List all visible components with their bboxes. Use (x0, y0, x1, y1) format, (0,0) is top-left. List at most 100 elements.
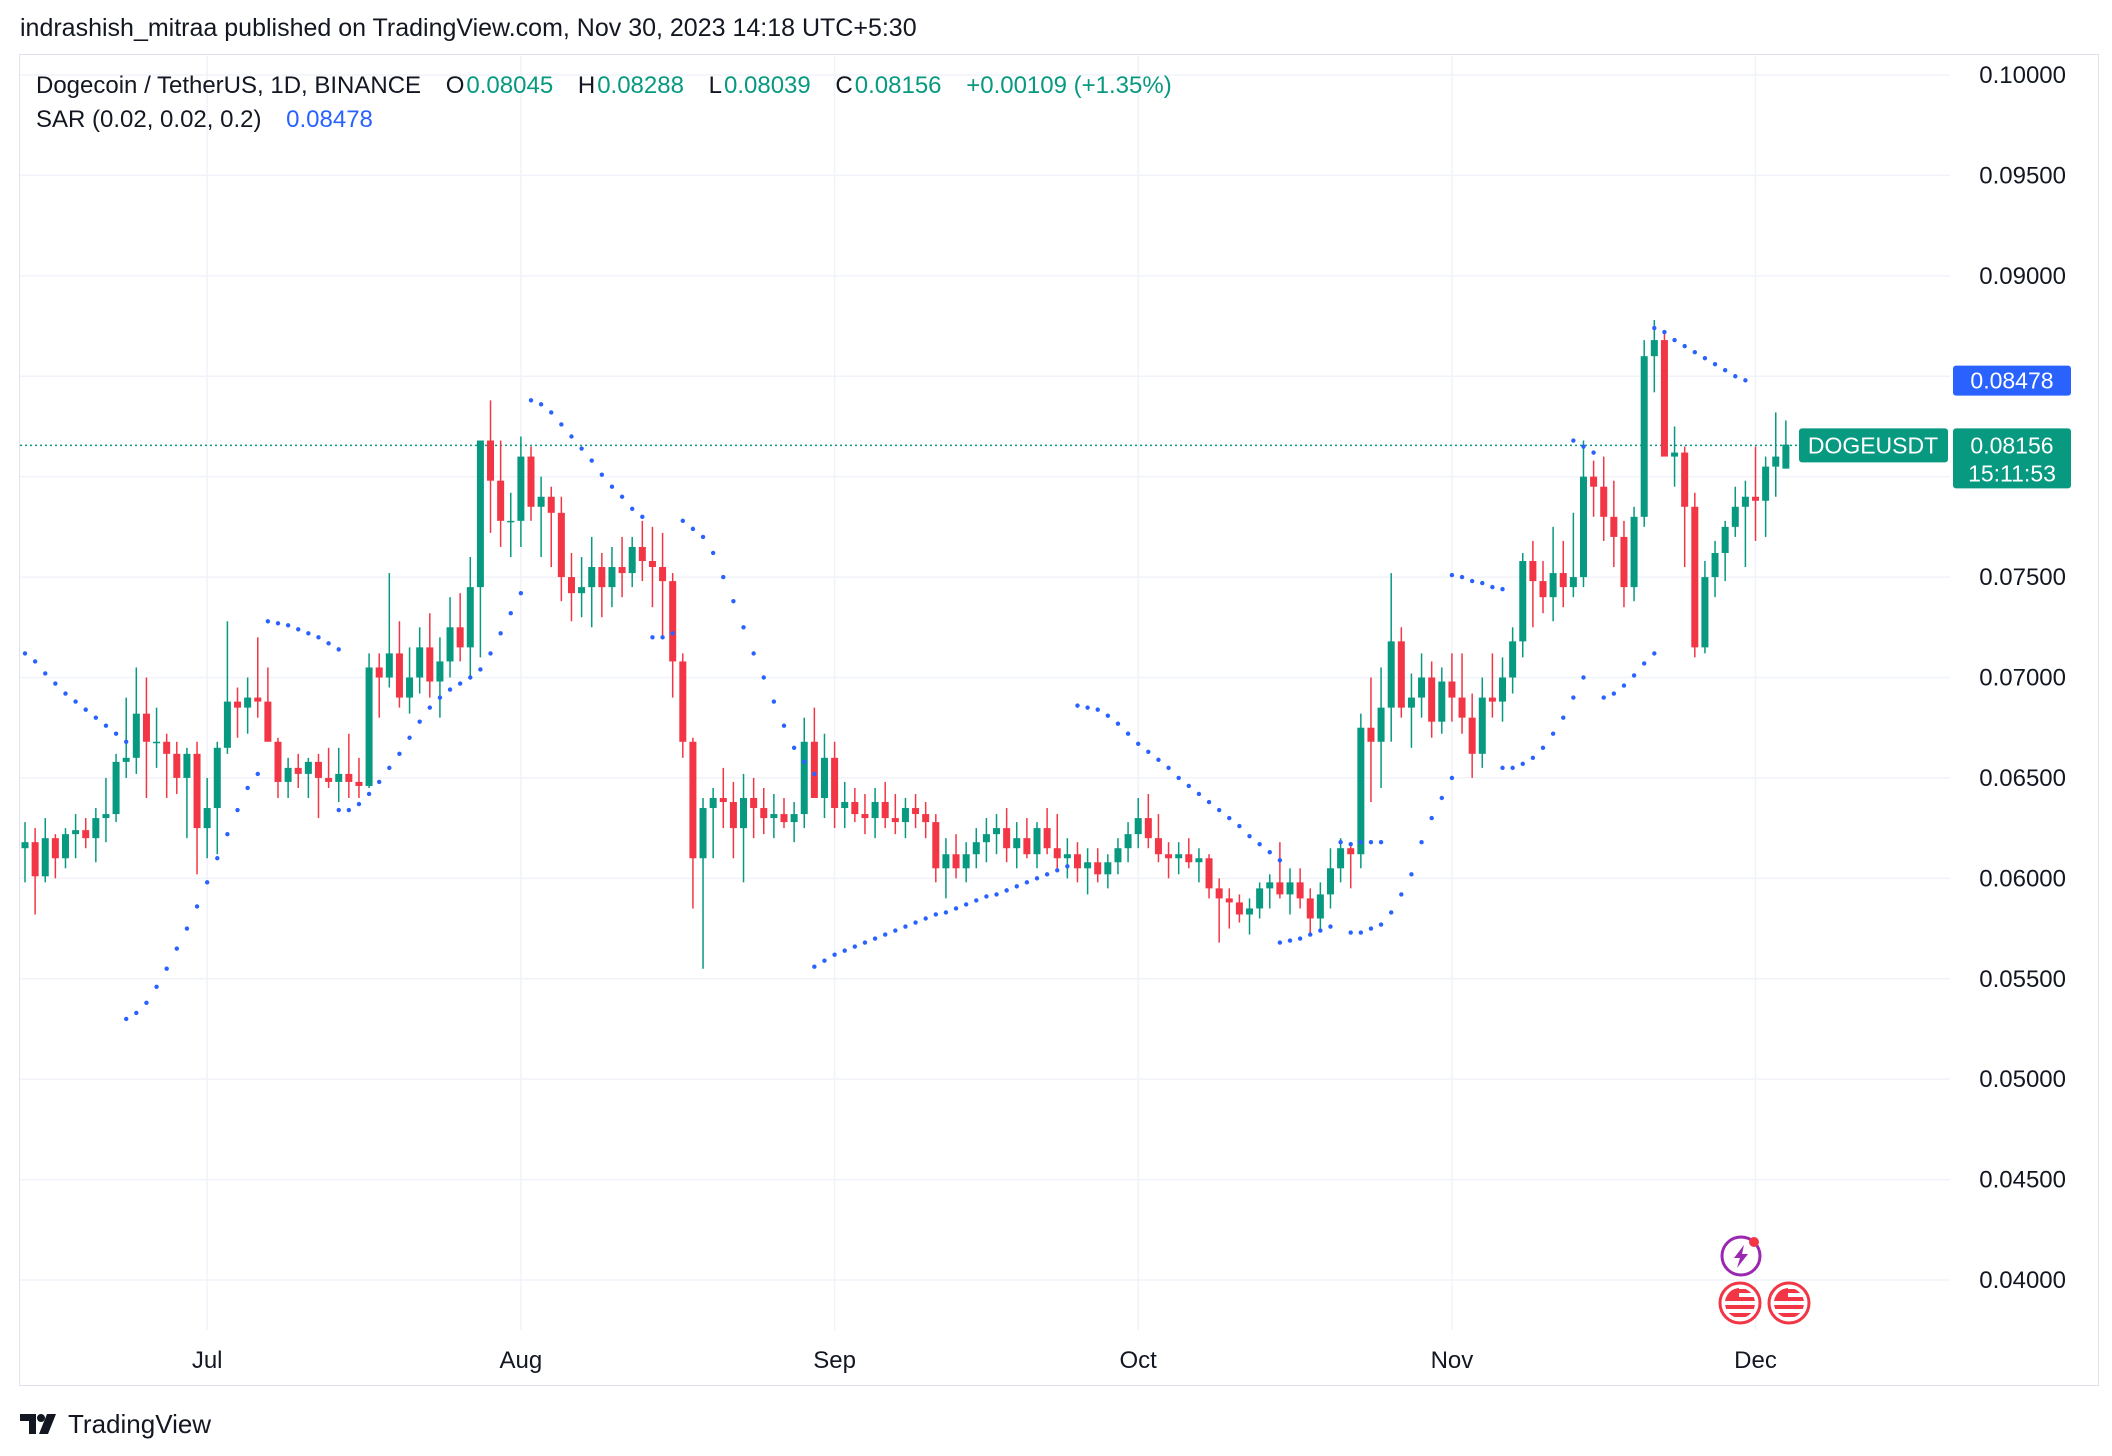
candle (1499, 657, 1507, 722)
candle (497, 440, 505, 547)
y-tick-label: 0.06000 (1979, 865, 2066, 892)
sar-dot (1530, 755, 1536, 761)
candle (1590, 460, 1598, 517)
candle (1509, 627, 1517, 694)
us-flag-icon[interactable] (1718, 1281, 1762, 1325)
x-tick-label: Jul (192, 1347, 223, 1374)
candle (446, 597, 454, 678)
candle (922, 802, 930, 839)
candle (1488, 653, 1496, 718)
sar-dot (417, 719, 422, 724)
sar-dot (1004, 888, 1009, 893)
sar-dot (1378, 839, 1384, 845)
candle (365, 653, 373, 788)
sar-dot (660, 635, 665, 640)
sar-dot (923, 916, 928, 921)
sar-dot (387, 765, 392, 771)
sar-dot (1510, 765, 1515, 771)
candle (1650, 320, 1658, 393)
sar-dot (245, 785, 250, 791)
candle (1175, 842, 1183, 875)
candle (1357, 713, 1365, 869)
candle (1094, 848, 1102, 883)
sar-dot (1581, 444, 1586, 449)
sar-dot (1429, 815, 1434, 821)
candle (1579, 440, 1587, 588)
candle (699, 798, 707, 969)
sar-dot (1034, 876, 1040, 881)
candle (1772, 412, 1780, 497)
candle (1154, 814, 1162, 863)
candle (1073, 842, 1081, 883)
candle (1114, 838, 1122, 875)
candle (1326, 848, 1334, 909)
sar-dot (83, 707, 88, 712)
sar-dot (1601, 695, 1606, 700)
candle (719, 767, 727, 829)
candle (618, 536, 626, 598)
sar-dot (427, 705, 432, 710)
candle (1610, 480, 1618, 568)
candle (1691, 492, 1699, 658)
symbol-tag: DOGEUSDT (1799, 428, 1948, 463)
sar-dot (599, 472, 605, 477)
candle (982, 818, 990, 863)
sar-dot (1044, 872, 1050, 877)
sar-dot (1399, 892, 1404, 897)
candle (1185, 838, 1193, 869)
sar-dot (538, 402, 544, 407)
price-axis[interactable]: 0.100000.095000.090000.085000.080000.075… (1979, 62, 2066, 1294)
candle (1246, 898, 1254, 935)
candle (21, 822, 29, 883)
symbol-legend[interactable]: Dogecoin / TetherUS, 1D, BINANCE O0.0804… (36, 72, 1174, 100)
candle (1033, 822, 1041, 869)
y-tick-label: 0.06500 (1979, 765, 2066, 792)
sar-dot (1561, 715, 1566, 720)
sar-dot (953, 906, 959, 911)
lightning-event-icon[interactable] (1720, 1235, 1762, 1277)
sar-dot (1500, 765, 1505, 771)
candle (1235, 894, 1243, 923)
candle (1701, 561, 1709, 654)
sar-dot (974, 898, 979, 903)
sar-legend[interactable]: SAR (0.02, 0.02, 0.2) 0.08478 (36, 106, 375, 134)
candle (487, 400, 495, 533)
candle (102, 777, 110, 843)
sar-dot (1409, 872, 1414, 877)
candle (740, 773, 748, 883)
sar-dot (1257, 841, 1262, 847)
candle (325, 747, 333, 788)
us-flag-icon[interactable] (1767, 1281, 1811, 1325)
candle (1013, 822, 1021, 869)
sar-dot (872, 936, 878, 941)
sar-dot (630, 506, 635, 511)
candle (1053, 814, 1061, 869)
candle (1124, 822, 1132, 863)
sar-dot (812, 964, 817, 969)
candle (1043, 808, 1051, 855)
sar-dot (498, 631, 503, 636)
change-value: +0.00109 (+1.35%) (966, 72, 1172, 99)
candle (1296, 868, 1304, 909)
chart-frame[interactable] (19, 54, 2099, 1386)
sar-dot (468, 675, 473, 680)
sar-dot (1065, 864, 1070, 869)
candle (61, 828, 69, 869)
candle (203, 777, 211, 859)
sar-dot (1277, 858, 1283, 863)
sar-dot (1591, 450, 1596, 455)
sar-dot (1692, 349, 1698, 355)
candle (709, 787, 717, 859)
sar-dot (316, 635, 321, 640)
sar-dot (609, 484, 615, 489)
close-label: C (835, 72, 853, 99)
candle (1165, 842, 1173, 879)
candles (21, 320, 1790, 969)
symbol-title: Dogecoin / TetherUS, 1D, BINANCE (36, 72, 422, 99)
candle (547, 486, 555, 568)
time-axis[interactable]: Jul Aug Sep Oct Nov Dec (192, 1347, 1777, 1374)
sar-dot (124, 1016, 129, 1022)
candle (183, 747, 191, 839)
candle (820, 733, 828, 819)
